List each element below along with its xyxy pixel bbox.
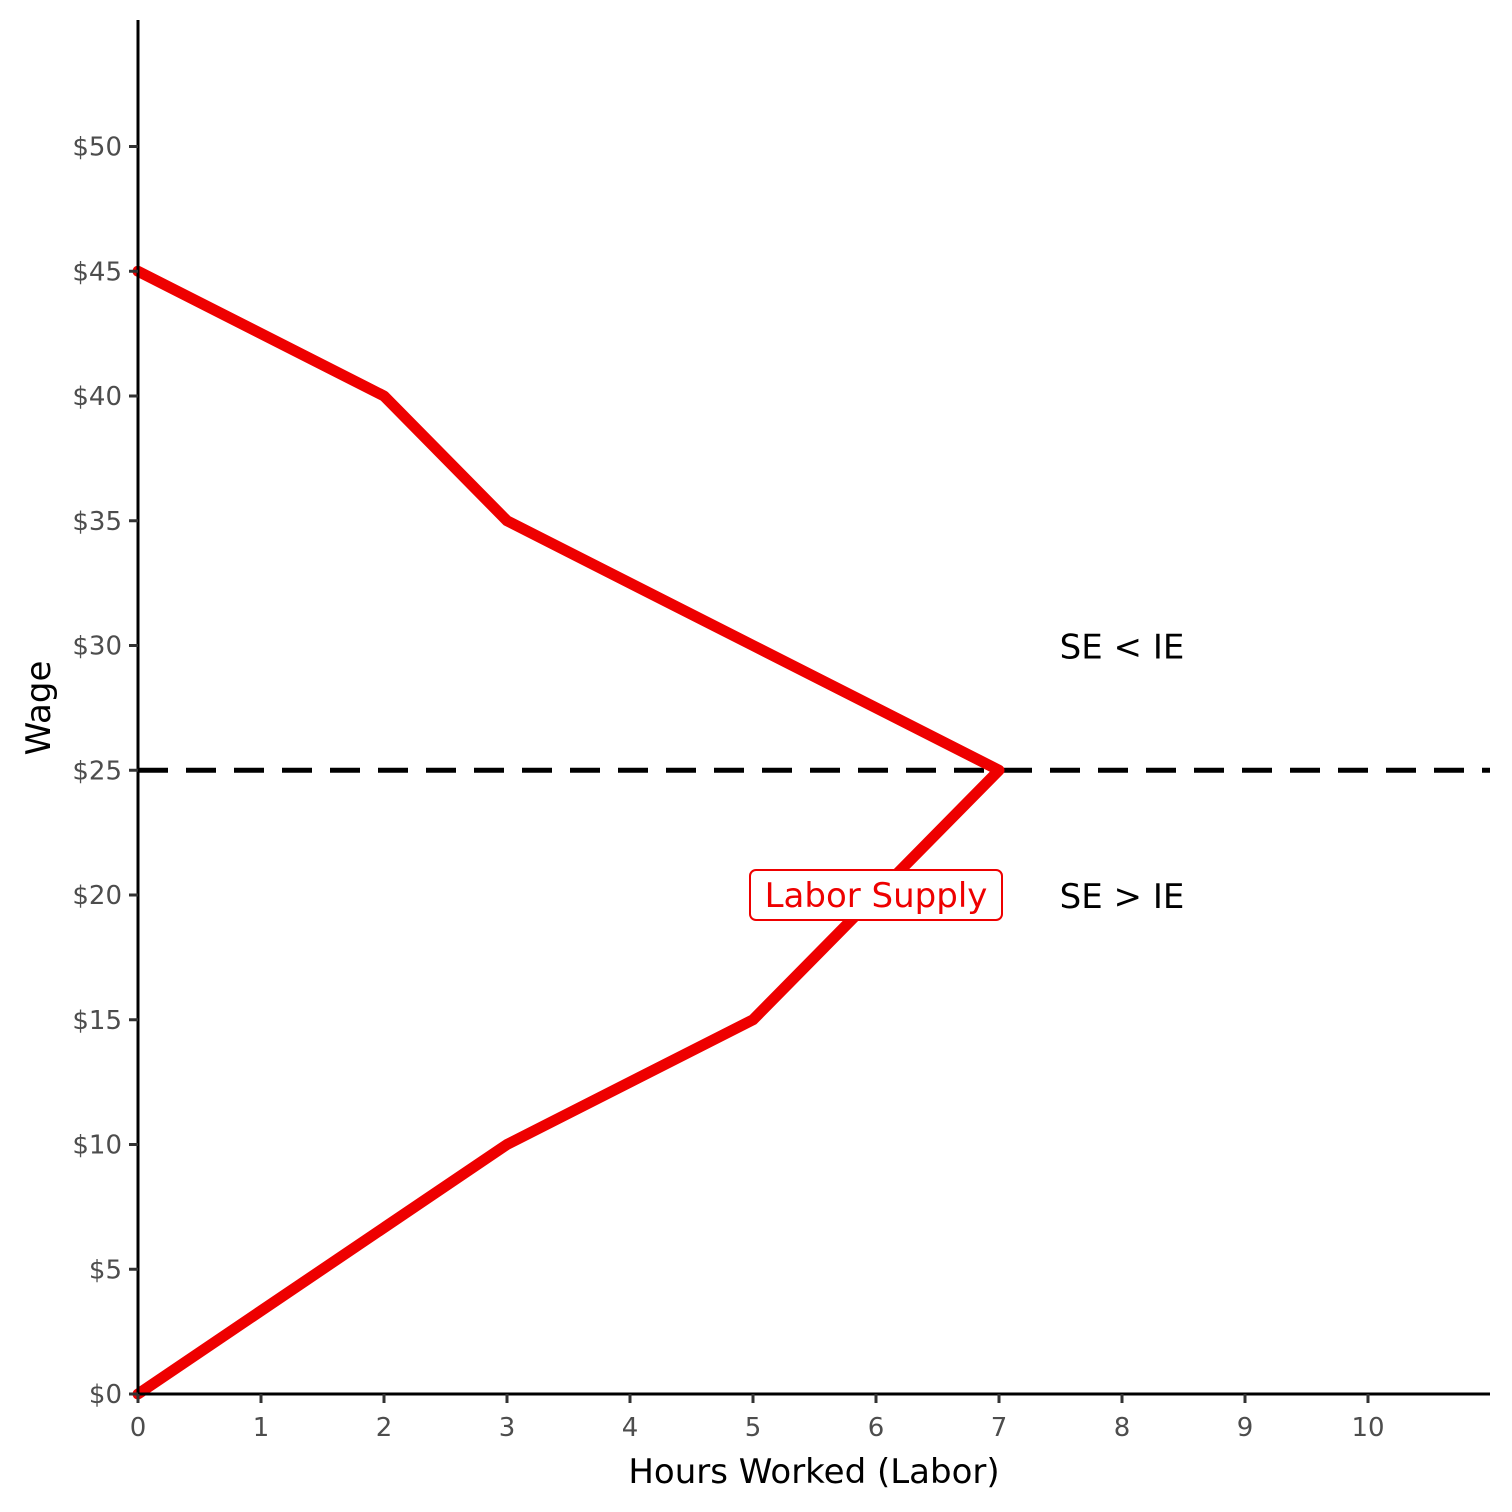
y-tick-label-40: $40 <box>72 382 122 412</box>
x-tick-label-1: 1 <box>253 1413 270 1443</box>
x-tick-label-10: 10 <box>1351 1413 1384 1443</box>
series-label: Labor Supply <box>765 876 988 916</box>
y-tick-label-30: $30 <box>72 632 122 662</box>
annotation-1: SE > IE <box>1060 877 1185 917</box>
y-tick-label-35: $35 <box>72 507 122 537</box>
x-tick-label-0: 0 <box>130 1413 147 1443</box>
y-axis-title: Wage <box>19 661 59 756</box>
y-tick-label-45: $45 <box>72 257 122 287</box>
x-tick-label-3: 3 <box>499 1413 516 1443</box>
y-tick-label-0: $0 <box>89 1380 122 1410</box>
y-tick-label-5: $5 <box>89 1255 122 1285</box>
y-tick-label-25: $25 <box>72 756 122 786</box>
x-tick-label-5: 5 <box>745 1413 762 1443</box>
x-tick-label-2: 2 <box>376 1413 393 1443</box>
y-tick-label-10: $10 <box>72 1131 122 1161</box>
y-tick-label-20: $20 <box>72 881 122 911</box>
y-tick-label-50: $50 <box>72 133 122 163</box>
x-tick-label-6: 6 <box>868 1413 885 1443</box>
x-axis-title: Hours Worked (Labor) <box>628 1452 999 1492</box>
x-tick-label-8: 8 <box>1114 1413 1131 1443</box>
annotation-0: SE < IE <box>1060 628 1185 668</box>
x-tick-label-7: 7 <box>991 1413 1008 1443</box>
x-tick-label-9: 9 <box>1237 1413 1254 1443</box>
series-label-box <box>749 869 1003 921</box>
plot-area: 0 1 2 3 4 5 6 7 8 9 10 $0 $5 $10 $15 $20 $25 $30 $35 $40 $45… <box>72 20 1490 1443</box>
series-line-0 <box>132 265 1005 1400</box>
y-tick-label-15: $15 <box>72 1006 122 1036</box>
x-tick-label-4: 4 <box>622 1413 639 1443</box>
